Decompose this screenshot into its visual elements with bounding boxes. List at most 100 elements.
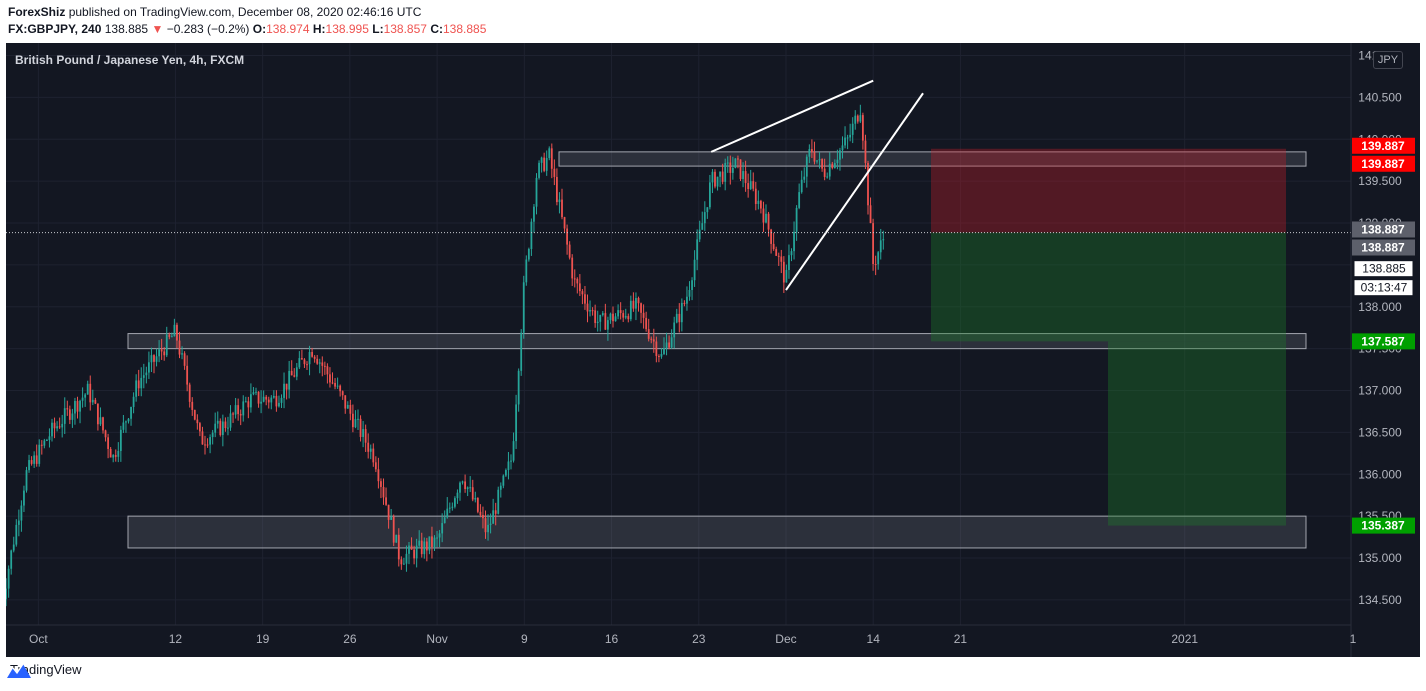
candle-body: [762, 208, 765, 223]
time-tick-label: Nov: [426, 632, 447, 646]
candle-body: [349, 404, 352, 414]
price-tick-label: 135.000: [1358, 551, 1402, 565]
take-profit-area: [931, 232, 1286, 342]
candle-body: [443, 517, 446, 524]
candle-body: [752, 181, 755, 189]
candle-body: [63, 408, 66, 424]
candle-body: [285, 383, 288, 390]
open-label: O:: [252, 22, 267, 36]
candle-body: [548, 148, 551, 159]
candle-body: [706, 207, 709, 213]
candle-body: [199, 423, 201, 432]
candle-body: [571, 257, 574, 279]
candle-body: [364, 429, 367, 443]
currency-badge[interactable]: JPY: [1373, 51, 1403, 69]
candle-body: [260, 401, 262, 404]
time-tick-label: 19: [256, 632, 270, 646]
candle-body: [589, 310, 591, 312]
candle-body: [737, 158, 739, 160]
zone-demand: [127, 515, 1307, 549]
candle-body: [586, 303, 589, 312]
candle-body: [145, 372, 148, 376]
candle-body: [818, 159, 821, 161]
candle-body: [354, 419, 357, 428]
candle-body: [265, 396, 268, 400]
price-change: −0.283 (−0.2%): [166, 22, 250, 36]
candle-body: [670, 337, 673, 348]
candle-body: [742, 171, 744, 180]
candle-body: [558, 199, 561, 203]
chart-frame[interactable]: 134.500 135.000 135.500 136.000 136.500 137.0…: [6, 43, 1420, 657]
candle-body: [474, 497, 477, 500]
candle-body: [849, 134, 852, 138]
candle-body: [497, 489, 500, 514]
candle-body: [683, 302, 686, 304]
candle-body: [645, 317, 648, 330]
price-tick-label: 134.500: [1358, 593, 1402, 607]
candle-body: [68, 409, 71, 420]
candle-body: [484, 518, 487, 533]
candle-body: [250, 394, 252, 408]
candle-body: [777, 255, 780, 257]
candle-body: [53, 422, 56, 429]
candle-body: [420, 540, 423, 555]
candle-body: [158, 349, 160, 357]
candle-body: [709, 182, 711, 208]
symbol-label: FX:GBPJPY, 240: [8, 22, 102, 36]
candle-body: [851, 123, 854, 135]
candle-body: [234, 405, 237, 415]
candle-body: [629, 300, 632, 320]
candle-body: [214, 423, 217, 433]
candle-body: [23, 490, 25, 506]
candle-body: [132, 396, 135, 407]
candle-body: [229, 413, 232, 428]
candle-body: [680, 302, 683, 323]
trendline-2: [785, 92, 924, 291]
zone-support: [127, 333, 1307, 350]
candle-body: [7, 568, 10, 589]
candle-body: [512, 441, 515, 461]
candle-body: [668, 342, 670, 348]
candle-body: [397, 534, 400, 560]
candle-body: [487, 524, 489, 533]
author-name[interactable]: ForexShiz: [8, 5, 66, 19]
candle-body: [601, 313, 604, 316]
candle-body: [459, 482, 461, 493]
candle-body: [614, 316, 617, 322]
candle-body: [15, 524, 18, 545]
candle-body: [181, 353, 183, 355]
candle-body: [125, 421, 127, 423]
candle-body: [431, 536, 433, 547]
candle-body: [40, 444, 43, 446]
candle-body: [607, 320, 609, 330]
price-badge-entry: [1352, 239, 1415, 256]
candle-body: [499, 485, 502, 490]
candle-body: [339, 385, 342, 392]
last-price: 138.885: [104, 22, 149, 36]
low-label: L:: [372, 22, 384, 36]
candle-body: [79, 400, 81, 412]
tradingview-logo-icon[interactable]: [6, 662, 32, 680]
candle-body: [109, 448, 112, 458]
candle-body: [160, 349, 163, 352]
candle-body: [56, 426, 58, 429]
candle-body: [836, 159, 839, 164]
candle-body: [469, 487, 472, 489]
candle-body: [867, 162, 869, 206]
candle-body: [785, 269, 788, 283]
candle-body: [385, 497, 387, 505]
candlestick-chart[interactable]: 134.500135.000135.500136.000136.500137.0…: [6, 43, 1420, 657]
candle-body: [622, 313, 625, 318]
candle-body: [341, 391, 344, 396]
candle-body: [38, 444, 41, 464]
candle-body: [721, 171, 724, 182]
candle-body: [275, 395, 278, 407]
candle-body: [739, 159, 742, 180]
candle-body: [86, 383, 89, 395]
candle-body: [734, 158, 737, 168]
candle-body: [395, 534, 398, 543]
candle-body: [188, 384, 191, 402]
candle-body: [346, 404, 349, 409]
candle-body: [329, 374, 331, 383]
candle-body: [224, 421, 227, 429]
